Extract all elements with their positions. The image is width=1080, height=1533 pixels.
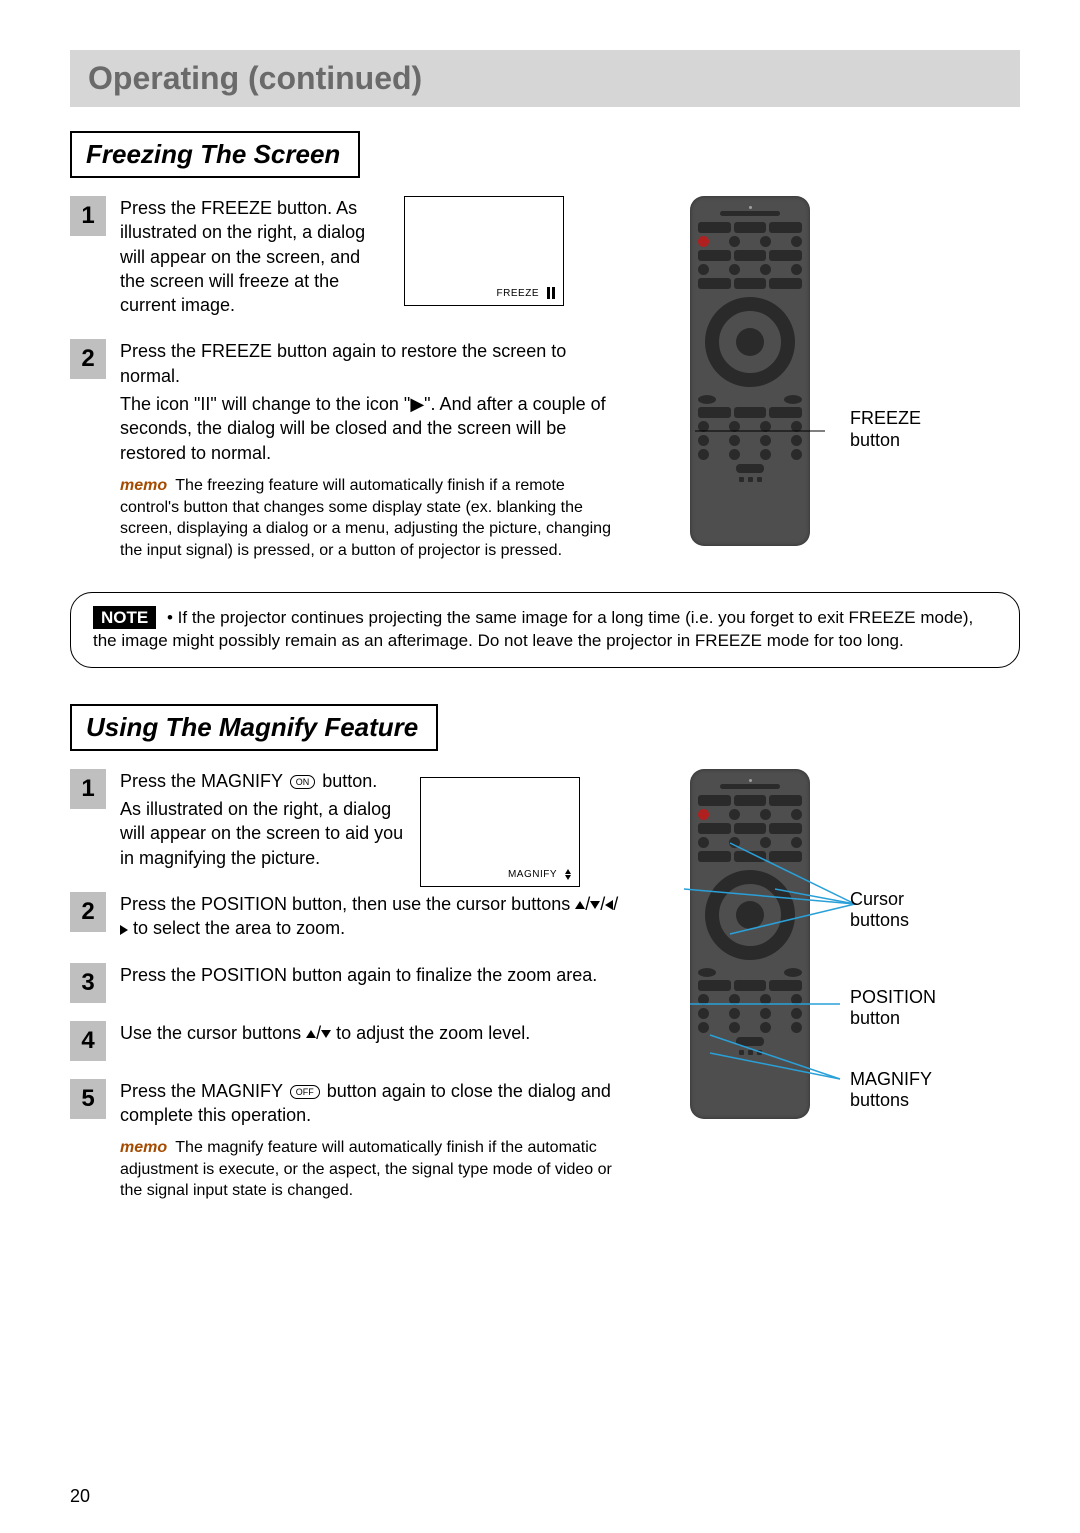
note-label: NOTE — [93, 606, 156, 629]
section-header-text: Operating (continued) — [88, 60, 422, 96]
callout-label: MAGNIFY buttons — [850, 1069, 932, 1111]
page-number: 20 — [70, 1486, 90, 1507]
note-box: NOTE • If the projector continues projec… — [70, 592, 1020, 668]
remote-control-illustration — [690, 769, 810, 1119]
memo-body: The freezing feature will automatically … — [120, 477, 611, 559]
on-pill: ON — [290, 775, 316, 789]
freeze-step-1: 1 Press the FREEZE button. As illustrate… — [70, 196, 390, 321]
freeze-content: 1 Press the FREEZE button. As illustrate… — [70, 196, 1020, 566]
memo-label: memo — [120, 1139, 167, 1156]
callout-label: POSITION button — [850, 987, 936, 1029]
magnify-step-5: 5 Press the MAGNIFY OFF button again to … — [70, 1079, 620, 1206]
step-body: Press the POSITION button, then use the … — [120, 892, 620, 945]
position-callout-text: POSITION button — [850, 987, 970, 1030]
note-text: • If the projector continues projecting … — [93, 608, 973, 650]
step-text: Press the MAGNIFY ON button. — [120, 769, 410, 793]
magnify-dialog-illustration: MAGNIFY — [420, 777, 580, 887]
step-text: Press the POSITION button again to final… — [120, 963, 620, 987]
magnify-step-1: 1 Press the MAGNIFY ON button. As illust… — [70, 769, 410, 874]
freeze-dialog-illustration: FREEZE — [404, 196, 564, 306]
magnify-step-2: 2 Press the POSITION button, then use th… — [70, 892, 620, 945]
memo-text: memo The freezing feature will automatic… — [120, 475, 620, 561]
remote-control-illustration — [690, 196, 810, 546]
freeze-step-2: 2 Press the FREEZE button again to resto… — [70, 339, 620, 565]
step-text: Press the POSITION button, then use the … — [120, 892, 620, 941]
magnify-step-4: 4 Use the cursor buttons / to adjust the… — [70, 1021, 620, 1061]
magnify-content: 1 Press the MAGNIFY ON button. As illust… — [70, 769, 1020, 1329]
freeze-callout-text: FREEZE button — [850, 408, 960, 451]
updown-icon — [565, 869, 571, 880]
sub-heading-freeze-text: Freezing The Screen — [86, 139, 340, 169]
callout-label: Cursor buttons — [850, 889, 909, 931]
memo-text: memo The magnify feature will automatica… — [120, 1137, 620, 1202]
step-number: 5 — [70, 1079, 106, 1119]
magnify-step-3: 3 Press the POSITION button again to fin… — [70, 963, 620, 1003]
step-body: Use the cursor buttons / to adjust the z… — [120, 1021, 620, 1049]
pause-icon — [547, 287, 555, 299]
freeze-dialog-label: FREEZE — [497, 288, 539, 299]
step-text: Press the MAGNIFY OFF button again to cl… — [120, 1079, 620, 1128]
section-header: Operating (continued) — [70, 50, 1020, 107]
step-number: 4 — [70, 1021, 106, 1061]
step-body: Press the MAGNIFY OFF button again to cl… — [120, 1079, 620, 1206]
off-pill: OFF — [290, 1085, 320, 1099]
step-number: 1 — [70, 769, 106, 809]
magnify-callout-text: MAGNIFY buttons — [850, 1069, 970, 1112]
step-number: 3 — [70, 963, 106, 1003]
memo-body: The magnify feature will automatically f… — [120, 1139, 612, 1199]
step-number: 2 — [70, 339, 106, 379]
sub-heading-magnify-text: Using The Magnify Feature — [86, 712, 418, 742]
step-text: Press the FREEZE button. As illustrated … — [120, 196, 390, 317]
step-text: The icon "II" will change to the icon "▶… — [120, 392, 620, 465]
step-number: 2 — [70, 892, 106, 932]
magnify-dialog-label: MAGNIFY — [508, 869, 557, 880]
cursor-callout-text: Cursor buttons — [850, 889, 960, 932]
step-body: Press the POSITION button again to final… — [120, 963, 620, 991]
step-text: As illustrated on the right, a dialog wi… — [120, 797, 410, 870]
step-body: Press the FREEZE button again to restore… — [120, 339, 620, 565]
sub-heading-freeze: Freezing The Screen — [70, 131, 360, 178]
sub-heading-magnify: Using The Magnify Feature — [70, 704, 438, 751]
step-text: Use the cursor buttons / to adjust the z… — [120, 1021, 620, 1045]
step-text: Press the FREEZE button again to restore… — [120, 339, 620, 388]
callout-label: FREEZE button — [850, 408, 921, 450]
step-body: Press the FREEZE button. As illustrated … — [120, 196, 390, 321]
memo-label: memo — [120, 477, 167, 494]
step-body: Press the MAGNIFY ON button. As illustra… — [120, 769, 410, 874]
step-number: 1 — [70, 196, 106, 236]
